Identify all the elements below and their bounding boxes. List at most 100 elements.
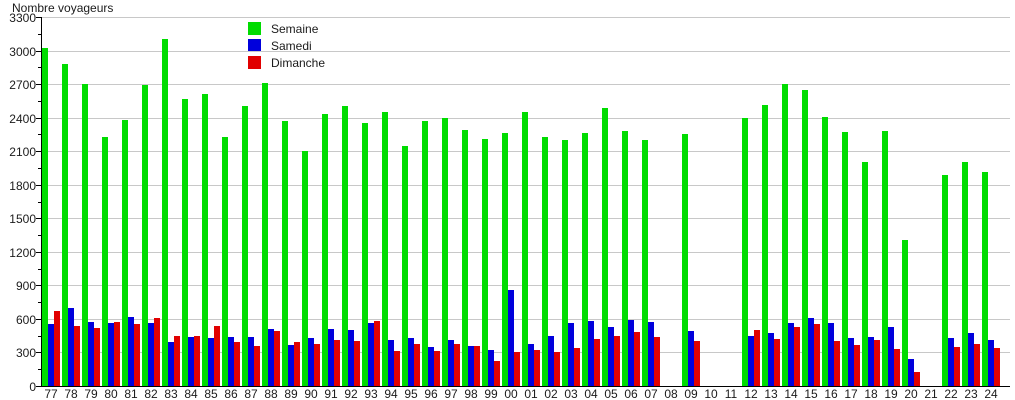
bar-samedi-03 [568, 323, 574, 386]
bar-dimanche-23 [974, 344, 980, 386]
bar-samedi-15 [808, 318, 814, 386]
bar-dimanche-15 [814, 324, 820, 386]
bar-dimanche-81 [134, 324, 140, 386]
y-major-tick [36, 84, 41, 86]
bar-dimanche-92 [354, 341, 360, 386]
x-axis-label: 90 [304, 387, 318, 400]
bar-dimanche-79 [94, 328, 100, 386]
bar-dimanche-22 [954, 347, 960, 386]
x-axis-label: 18 [864, 387, 878, 400]
y-axis-line [41, 17, 42, 386]
bar-samedi-94 [388, 340, 394, 386]
bar-dimanche-06 [634, 332, 640, 386]
y-major-tick [36, 17, 41, 18]
bar-semaine-06 [622, 131, 628, 386]
bar-dimanche-82 [154, 318, 160, 386]
legend-label-semaine: Semaine [271, 21, 319, 36]
gridline-3000 [41, 50, 1010, 52]
y-axis-label: 2100 [9, 145, 36, 160]
x-axis-label: 88 [264, 387, 278, 400]
bar-semaine-82 [142, 85, 148, 386]
bar-semaine-12 [742, 118, 748, 386]
bar-dimanche-77 [54, 311, 60, 386]
x-axis-label: 02 [544, 387, 558, 400]
x-axis-label: 82 [144, 387, 158, 400]
x-axis-label: 03 [564, 387, 578, 400]
bar-semaine-18 [862, 162, 868, 386]
legend-label-samedi: Samedi [271, 38, 312, 53]
x-axis-label: 78 [64, 387, 78, 400]
x-axis-label: 23 [964, 387, 978, 400]
bar-samedi-20 [908, 359, 914, 386]
x-axis-label: 12 [744, 387, 758, 400]
gridline-3300 [41, 17, 1010, 18]
bar-dimanche-86 [234, 342, 240, 386]
bar-semaine-09 [682, 134, 688, 386]
x-axis-label: 96 [424, 387, 438, 400]
y-axis-label: 1500 [9, 212, 36, 227]
x-axis-label: 16 [824, 387, 838, 400]
x-axis-label: 07 [644, 387, 658, 400]
y-minor-tick [38, 235, 41, 237]
legend-label-dimanche: Dimanche [271, 55, 326, 70]
dimanche-swatch-icon [248, 56, 261, 69]
bar-semaine-80 [102, 137, 108, 386]
x-axis-label: 17 [844, 387, 858, 400]
bar-semaine-01 [522, 112, 528, 386]
bar-semaine-99 [482, 139, 488, 386]
y-minor-tick [38, 302, 41, 304]
legend-item-samedi: Samedi [248, 37, 325, 54]
bar-samedi-01 [528, 344, 534, 386]
bar-samedi-96 [428, 347, 434, 386]
y-major-tick [36, 50, 41, 52]
bar-semaine-22 [942, 175, 948, 386]
bar-samedi-85 [208, 338, 214, 386]
bar-dimanche-89 [294, 342, 300, 386]
bar-semaine-14 [782, 84, 788, 386]
gridline-2700 [41, 84, 1010, 86]
bar-dimanche-93 [374, 321, 380, 386]
x-axis-label: 81 [124, 387, 138, 400]
bar-semaine-00 [502, 133, 508, 386]
bar-semaine-92 [342, 106, 348, 386]
bar-dimanche-98 [474, 346, 480, 386]
bar-samedi-97 [448, 340, 454, 386]
bar-samedi-23 [968, 333, 974, 386]
bar-semaine-85 [202, 94, 208, 386]
legend-item-dimanche: Dimanche [248, 54, 325, 71]
bar-dimanche-18 [874, 340, 880, 386]
bar-semaine-24 [982, 172, 988, 386]
y-axis-label: 3000 [9, 44, 36, 59]
bar-dimanche-99 [494, 361, 500, 386]
bar-dimanche-04 [594, 339, 600, 386]
bar-semaine-79 [82, 84, 88, 386]
bar-semaine-17 [842, 132, 848, 386]
x-axis-label: 19 [884, 387, 898, 400]
x-axis-label: 09 [684, 387, 698, 400]
bar-dimanche-88 [274, 331, 280, 386]
bar-samedi-24 [988, 340, 994, 386]
bar-dimanche-84 [194, 336, 200, 386]
bar-semaine-83 [162, 39, 168, 386]
bar-dimanche-05 [614, 336, 620, 386]
x-axis-label: 93 [364, 387, 378, 400]
x-axis-label: 80 [104, 387, 118, 400]
bar-semaine-97 [442, 118, 448, 386]
bar-samedi-18 [868, 337, 874, 386]
bar-samedi-12 [748, 336, 754, 386]
bar-samedi-88 [268, 329, 274, 386]
x-axis-label: 20 [904, 387, 918, 400]
x-axis-label: 79 [84, 387, 98, 400]
bar-dimanche-80 [114, 322, 120, 386]
bar-dimanche-95 [414, 344, 420, 386]
x-axis-label: 85 [204, 387, 218, 400]
y-minor-tick [38, 167, 41, 169]
bar-semaine-96 [422, 121, 428, 386]
x-axis-label: 92 [344, 387, 358, 400]
bar-dimanche-03 [574, 348, 580, 386]
bar-dimanche-12 [754, 330, 760, 386]
bar-samedi-78 [68, 308, 74, 386]
x-axis-label: 15 [804, 387, 818, 400]
x-axis-label: 98 [464, 387, 478, 400]
y-minor-tick [38, 67, 41, 69]
